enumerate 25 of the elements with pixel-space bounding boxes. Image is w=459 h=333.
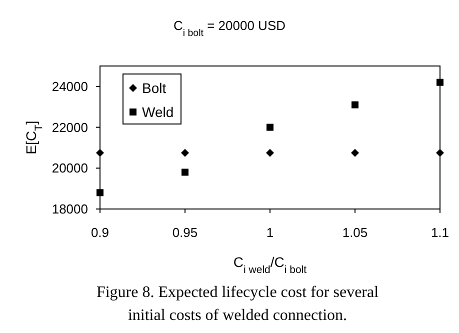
point xyxy=(436,78,444,86)
text: initial costs of welded connection. xyxy=(128,307,348,324)
point xyxy=(181,148,189,157)
x-tick-label: 1.1 xyxy=(430,225,450,240)
caption: Figure 8. Expected lifecycle cost for several xyxy=(96,284,380,301)
point xyxy=(266,148,274,157)
x-axis-title: C$_{i weld}$/C$_{i bolt}$ xyxy=(233,254,307,276)
point xyxy=(96,189,104,196)
point xyxy=(352,101,358,108)
point xyxy=(96,148,104,157)
chart-title: C$_{i bolt}$ = 20000 USD xyxy=(173,18,286,38)
y-tick-label: 18000 xyxy=(52,202,88,217)
legend-label: Bolt xyxy=(142,80,166,96)
point xyxy=(351,148,359,157)
point xyxy=(182,168,188,176)
y-tick-label: 22000 xyxy=(52,120,88,135)
x-tick-label: 1.05 xyxy=(342,225,368,240)
point xyxy=(436,148,444,157)
y-tick-label: 24000 xyxy=(52,78,88,94)
x-tick-label: 0.9 xyxy=(90,225,110,240)
y-tick-label: 20000 xyxy=(52,160,88,176)
x-tick-label: 1 xyxy=(266,225,274,240)
x-tick-label: 0.95 xyxy=(172,225,198,240)
legend-label: Weld xyxy=(142,104,174,120)
point xyxy=(266,124,274,131)
